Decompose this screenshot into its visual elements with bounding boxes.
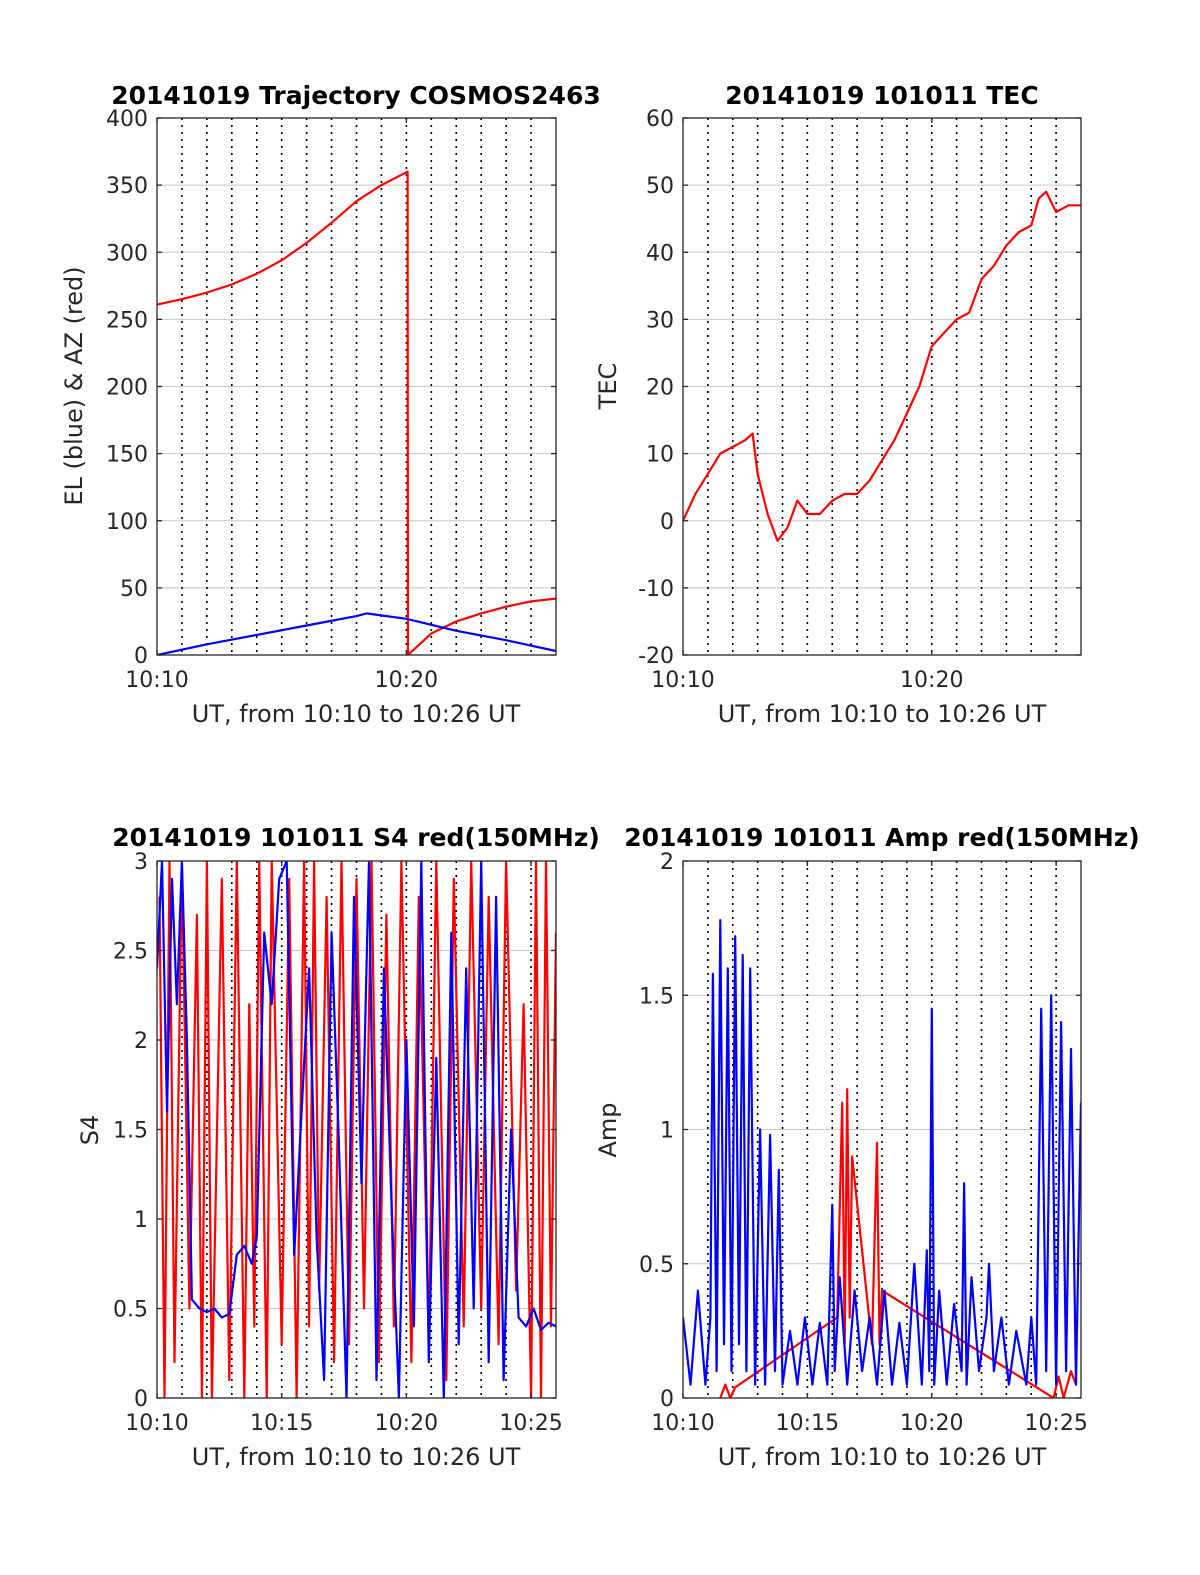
- s4-x-label: UT, from 10:10 to 10:26 UT: [192, 1443, 521, 1471]
- y-tick-label: -20: [638, 644, 674, 669]
- y-tick-label: 2: [660, 850, 674, 875]
- y-tick-label: 10: [646, 443, 674, 468]
- x-tick-label: 10:10: [125, 668, 188, 693]
- y-tick-label: 1.5: [113, 1119, 148, 1144]
- series-line-1: [157, 612, 556, 655]
- y-tick-label: 0.5: [113, 1298, 148, 1323]
- x-tick-label: 10:20: [375, 668, 438, 693]
- y-tick-label: 100: [106, 510, 148, 535]
- amp-x-label: UT, from 10:10 to 10:26 UT: [718, 1443, 1047, 1471]
- y-tick-label: 350: [106, 174, 148, 199]
- x-tick-label: 10:20: [900, 1411, 963, 1436]
- y-tick-label: 200: [106, 376, 148, 401]
- series-line-0: [158, 861, 556, 1398]
- trajectory-panel: 20141019 Trajectory COSMOS2463 0 50 100 150…: [60, 81, 601, 728]
- y-tick-label: 2: [134, 1029, 148, 1054]
- y-tick-label: 40: [646, 241, 674, 266]
- x-tick-label: 10:15: [776, 1411, 839, 1436]
- x-tick-label: 10:25: [1024, 1411, 1087, 1436]
- s4-plot-area: 0 0.5 1 1.5 2 2.5 3 10:10 10:15 10:20 10:25: [113, 850, 563, 1436]
- tec-title: 20141019 101011 TEC: [725, 81, 1038, 110]
- amp-plot-area: 0 0.5 1 1.5 2 10:10 10:15 10:20 10:25: [639, 850, 1088, 1436]
- y-tick-label: 0: [660, 1387, 674, 1412]
- trajectory-x-label: UT, from 10:10 to 10:26 UT: [192, 700, 521, 728]
- series-line-1: [157, 861, 556, 1398]
- s4-y-label: S4: [76, 1115, 104, 1146]
- y-tick-label: 30: [646, 308, 674, 333]
- y-tick-label: 400: [106, 107, 148, 132]
- tec-x-label: UT, from 10:10 to 10:26 UT: [718, 700, 1047, 728]
- x-tick-label: 10:25: [499, 1411, 562, 1436]
- y-tick-label: 0: [660, 510, 674, 535]
- y-tick-label: 60: [646, 107, 674, 132]
- amp-y-label: Amp: [594, 1102, 622, 1157]
- x-tick-label: 10:20: [900, 668, 963, 693]
- tec-y-label: TEC: [594, 363, 622, 411]
- x-tick-label: 10:10: [125, 1411, 188, 1436]
- s4-title: 20141019 101011 S4 red(150MHz): [112, 823, 600, 852]
- series-line-0: [719, 1088, 1078, 1398]
- trajectory-y-label: EL (blue) & AZ (red): [60, 266, 88, 505]
- series-line-0: [683, 190, 1081, 543]
- y-tick-label: 250: [106, 308, 148, 333]
- x-tick-label: 10:20: [375, 1411, 438, 1436]
- y-tick-label: 0: [134, 1387, 148, 1412]
- y-tick-label: 150: [106, 443, 148, 468]
- y-tick-label: 50: [120, 577, 148, 602]
- series-line-0: [157, 170, 556, 655]
- x-tick-label: 10:10: [651, 668, 714, 693]
- y-tick-label: -10: [638, 577, 674, 602]
- tec-panel: 20141019 101011 TEC -20 -10 0 10 20 30 40 50 60 1…: [594, 81, 1082, 728]
- y-tick-label: 300: [106, 241, 148, 266]
- trajectory-plot-area: 0 50 100 150 200 250 300 350 400 10:10 10:20: [106, 107, 557, 693]
- tec-plot-area: -20 -10 0 10 20 30 40 50 60 10:10 10:20: [638, 107, 1082, 693]
- x-tick-label: 10:10: [651, 1411, 714, 1436]
- amp-panel: 20141019 101011 Amp red(150MHz) 0 0.5 1 1.5…: [594, 823, 1140, 1471]
- trajectory-title: 20141019 Trajectory COSMOS2463: [111, 81, 601, 110]
- y-tick-label: 3: [134, 850, 148, 875]
- y-tick-label: 20: [646, 376, 674, 401]
- amp-title: 20141019 101011 Amp red(150MHz): [624, 823, 1140, 852]
- y-tick-label: 1.5: [639, 984, 674, 1009]
- series-line-1: [683, 918, 1081, 1386]
- y-tick-label: 0.5: [639, 1253, 674, 1278]
- y-tick-label: 1: [660, 1119, 674, 1144]
- y-tick-label: 2.5: [113, 940, 148, 965]
- y-tick-label: 1: [134, 1208, 148, 1233]
- y-tick-label: 0: [134, 644, 148, 669]
- y-tick-label: 50: [646, 174, 674, 199]
- x-tick-label: 10:15: [250, 1411, 313, 1436]
- s4-panel: 20141019 101011 S4 red(150MHz) 0 0.5 1 1.5 2…: [76, 823, 600, 1471]
